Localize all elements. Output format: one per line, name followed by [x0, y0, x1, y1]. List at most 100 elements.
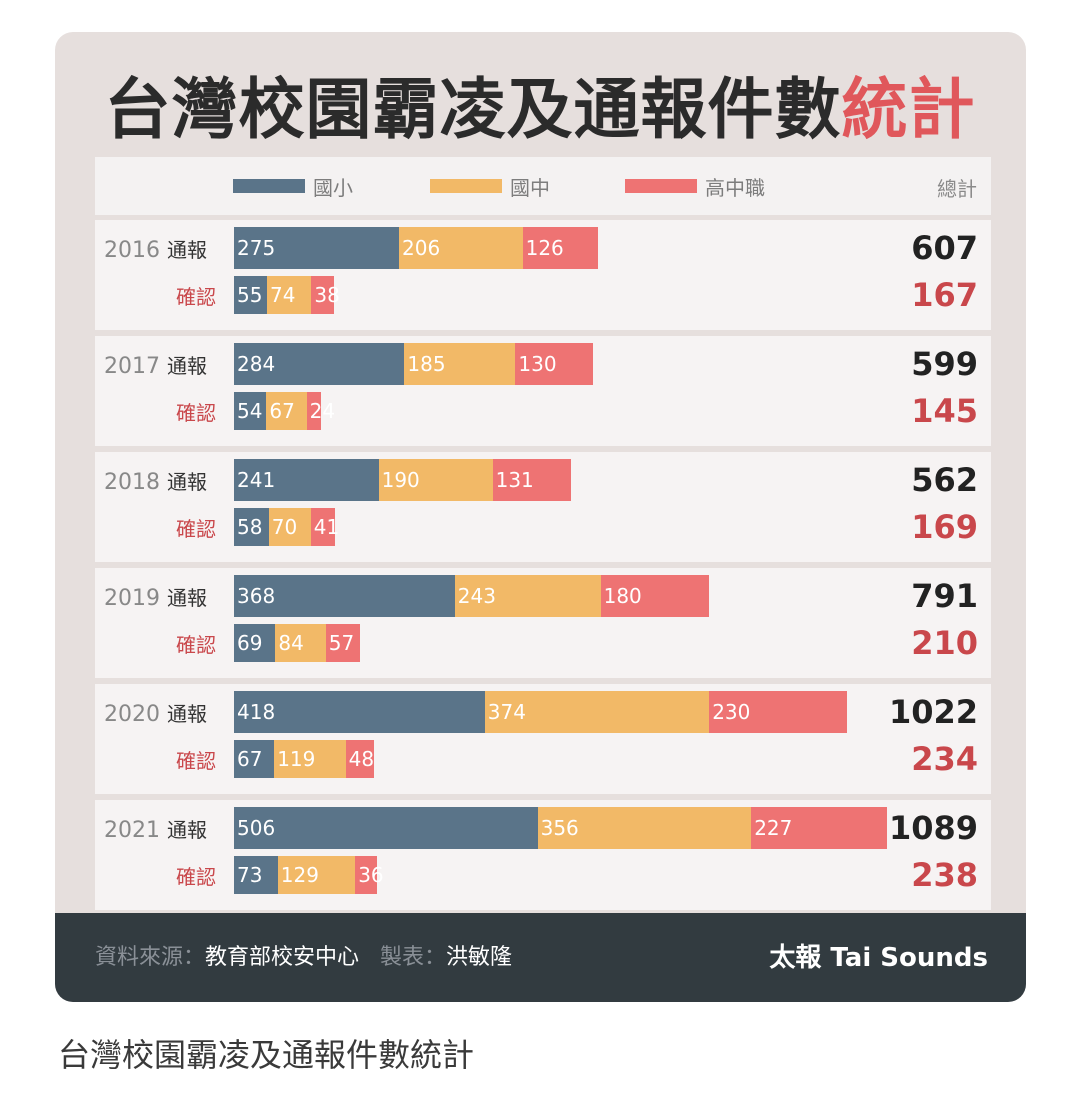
legend-swatch [233, 179, 305, 193]
bar-data-label: 418 [237, 700, 276, 724]
image-caption: 台灣校園霸凌及通報件數統計 [58, 1036, 475, 1074]
row-label: 2019 通報 [104, 582, 207, 611]
row-label: 確認 [176, 745, 216, 774]
bar-data-label: 230 [712, 700, 751, 724]
bar-segment [310, 508, 336, 546]
bar-segment [537, 807, 752, 849]
bar-segment [268, 508, 311, 546]
row-label: 確認 [176, 861, 216, 890]
row-total: 210 [911, 624, 978, 662]
row-label: 確認 [176, 629, 216, 658]
bar-segment [234, 392, 267, 430]
bar-segment [522, 227, 599, 269]
row-label: 確認 [176, 397, 216, 426]
bar-data-label: 69 [237, 631, 263, 655]
bar-data-label: 190 [381, 468, 420, 492]
bar-data-label: 275 [237, 236, 276, 260]
bar-data-label: 57 [328, 631, 355, 655]
row-kind: 確認 [176, 401, 216, 425]
source-credit: 資料來源：教育部校安中心 製表：洪敏隆 [95, 939, 512, 971]
bar-segment [306, 392, 321, 430]
bar-segment [600, 575, 709, 617]
bar-data-label: 73 [237, 863, 263, 887]
bar-data-label: 74 [270, 283, 296, 307]
row-year: 2018 [104, 470, 167, 495]
bar-segment [234, 807, 538, 849]
row-total: 167 [911, 276, 978, 314]
bar-segment [399, 227, 523, 269]
bar-segment [311, 276, 335, 314]
row-kind: 確認 [176, 865, 216, 889]
footer-bar: 資料來源：教育部校安中心 製表：洪敏隆 太報 Tai Sounds [55, 913, 1026, 1002]
row-total: 607 [911, 229, 978, 267]
bar-data-label: 41 [313, 515, 340, 539]
bar-data-label: 206 [402, 236, 441, 260]
row-label: 2018 通報 [104, 466, 207, 495]
row-kind: 通報 [166, 586, 207, 610]
row-year: 2021 [104, 818, 167, 843]
bar-data-label: 67 [237, 747, 263, 771]
bar-segment [234, 459, 379, 501]
legend-label: 國中 [510, 175, 550, 200]
bar-data-label: 180 [603, 584, 642, 608]
bar-segment [234, 856, 278, 894]
bar-segment [234, 624, 276, 662]
row-label: 確認 [176, 281, 216, 310]
row-kind: 通報 [166, 818, 207, 842]
row-year: 2016 [104, 238, 167, 263]
row-label: 確認 [176, 513, 216, 542]
legend-swatch [625, 179, 697, 193]
row-label: 2020 通報 [104, 698, 207, 727]
bar-data-label: 54 [237, 399, 263, 423]
maker-value: 洪敏隆 [446, 945, 513, 970]
bar-data-label: 84 [278, 631, 304, 655]
row-total: 562 [911, 461, 978, 499]
bar-segment [484, 691, 710, 733]
row-label: 2021 通報 [104, 814, 207, 843]
bar-segment [355, 856, 377, 894]
bar-segment [404, 343, 516, 385]
bar-data-label: 284 [237, 352, 276, 376]
bar-segment [709, 691, 848, 733]
bar-data-label: 38 [314, 283, 340, 307]
legend-item-elementary: 國小 [233, 173, 353, 200]
bar-segment [267, 276, 312, 314]
row-kind: 通報 [166, 470, 207, 494]
maker-label: 製表： [380, 945, 447, 970]
row-label: 2016 通報 [104, 234, 207, 263]
brand-logo-text: 太報 Tai Sounds [769, 943, 988, 973]
row-total: 791 [911, 577, 978, 615]
bar-data-label: 185 [407, 352, 446, 376]
bar-data-label: 506 [237, 816, 276, 840]
row-kind: 通報 [166, 354, 207, 378]
bar-segment [234, 575, 455, 617]
bar-data-label: 24 [309, 399, 336, 423]
row-kind: 通報 [166, 238, 207, 262]
row-year: 2020 [104, 702, 167, 727]
row-kind: 通報 [166, 702, 207, 726]
bar-data-label: 126 [525, 236, 564, 260]
legend-item-junior-high: 國中 [430, 173, 550, 200]
title-accent: 統計 [841, 71, 976, 148]
bar-segment [751, 807, 888, 849]
bar-segment [492, 459, 572, 501]
row-kind: 確認 [176, 517, 216, 541]
row-total: 1022 [888, 693, 978, 731]
source-value: 教育部校安中心 [205, 945, 360, 970]
bar-data-label: 67 [269, 399, 295, 423]
bar-segment [266, 392, 307, 430]
row-kind: 確認 [176, 285, 216, 309]
bar-segment [515, 343, 594, 385]
bar-data-label: 368 [237, 584, 276, 608]
bar-segment [325, 624, 360, 662]
bar-segment [234, 227, 399, 269]
legend-label: 國小 [313, 175, 353, 200]
bar-segment [274, 740, 346, 778]
legend-item-senior-high: 高中職 [625, 173, 765, 200]
bar-data-label: 374 [487, 700, 526, 724]
title-main: 台灣校園霸凌及通報件數 [104, 71, 842, 148]
row-total: 238 [911, 856, 978, 894]
row-total: 599 [911, 345, 978, 383]
row-total: 169 [911, 508, 978, 546]
bar-data-label: 129 [280, 863, 319, 887]
